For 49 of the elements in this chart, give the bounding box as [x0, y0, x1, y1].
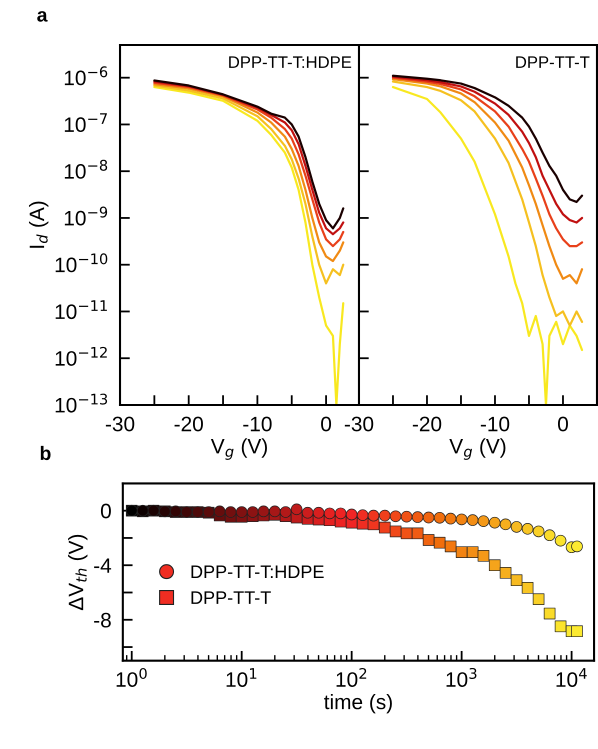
x-tick-label: 10$^{2}$	[336, 668, 366, 687]
text: DPP-TT-T:HDPE	[229, 56, 352, 68]
x-axis-title: V$_{g}$ (V)	[449, 438, 506, 460]
point	[466, 546, 478, 558]
y-tick-label: 10$^{−12}$	[56, 346, 107, 366]
x-tick-label: -20	[412, 416, 442, 432]
point	[500, 567, 512, 579]
point	[444, 540, 456, 552]
text: a	[37, 11, 48, 22]
point	[544, 608, 556, 620]
legend-label: DPP-TT-T:HDPE	[192, 566, 324, 578]
y-tick-label: -8	[94, 612, 111, 628]
y-axis-title: ΔV$_{th}$ (V)	[68, 534, 88, 610]
x-tick-label: 10$^{1}$	[226, 668, 256, 687]
y-axis-title: I$_{d}$ (A)	[28, 202, 48, 248]
x-tick-label: 10$^{4}$	[556, 668, 587, 687]
y-tick-label: 10$^{−13}$	[56, 394, 108, 413]
x-axis-title: V$_{g}$ (V)	[210, 438, 267, 460]
point	[532, 593, 544, 606]
y-tick-label: -4	[94, 558, 112, 573]
x-tick-label: 0	[558, 416, 568, 432]
point	[390, 526, 402, 538]
point	[522, 582, 534, 594]
x-tick-label: -10	[480, 416, 510, 432]
point	[456, 546, 468, 558]
x-tick-label: -20	[174, 416, 203, 432]
point	[412, 528, 424, 540]
x-tick-label: 0	[321, 416, 332, 432]
point	[400, 528, 412, 540]
text: b	[40, 446, 51, 460]
x-tick-label: 10$^{0}$	[116, 668, 147, 687]
legend-label: DPP-TT-T	[192, 591, 271, 604]
text: DPP-TT-T	[516, 56, 590, 68]
x-tick-label: -30	[106, 416, 134, 432]
point	[478, 550, 490, 562]
point	[554, 620, 566, 632]
y-tick-label: 10$^{−10}$	[56, 253, 108, 272]
x-tick-label: -10	[243, 416, 272, 432]
x-axis-title: time (s)	[324, 694, 392, 714]
point	[422, 534, 434, 546]
line-series	[153, 86, 344, 405]
y-tick-label: 10$^{−9}$	[64, 206, 108, 226]
x-tick-label: -30	[344, 416, 374, 432]
x-tick-label: 10$^{3}$	[446, 668, 476, 687]
y-tick-label: 0	[100, 504, 111, 518]
y-tick-label: 10$^{−6}$	[64, 66, 108, 86]
y-tick-label: 10$^{−11}$	[56, 300, 107, 320]
y-tick-label: 10$^{−8}$	[64, 160, 108, 179]
y-tick-label: 10$^{−7}$	[64, 113, 107, 132]
